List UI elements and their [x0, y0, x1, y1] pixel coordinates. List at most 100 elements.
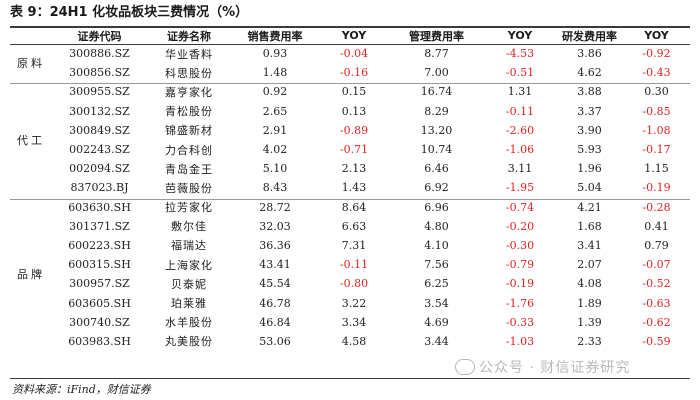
value-cell: -0.19	[642, 181, 671, 195]
table-row: 300957.SZ 贝泰妮 45.54 -0.80 6.25 -0.19 4.08 -0.52	[10, 274, 690, 293]
value-cell: 3.34	[341, 315, 367, 329]
value-cell: 4.69	[424, 315, 449, 329]
column-header: YOY	[644, 29, 669, 42]
table-row: 600223.SH 福瑞达 36.36 7.31 4.10 -0.30 3.41 0.79	[10, 236, 690, 255]
security-code-cell: 301371.SZ	[69, 219, 130, 233]
value-cell: 8.77	[424, 47, 449, 61]
value-cell: 3.41	[577, 238, 602, 252]
value-cell: 1.96	[577, 162, 602, 176]
security-code-cell: 603630.SH	[68, 200, 131, 214]
value-cell: -0.80	[339, 277, 369, 291]
value-cell: -0.92	[642, 47, 671, 61]
value-cell: 13.20	[420, 123, 453, 137]
table-row: 300132.SZ 青松股份 2.65 0.13 8.29 -0.11 3.37 -0.85	[10, 102, 690, 121]
value-cell: 36.36	[259, 238, 291, 252]
table-body: 原料 300886.SZ 华业香料 0.93 -0.04 8.77 -4.53 3.86 -0.…	[10, 44, 690, 351]
value-cell: -1.08	[642, 123, 671, 137]
value-cell: 1.39	[577, 315, 602, 329]
value-cell: 5.93	[577, 143, 602, 157]
value-cell: 3.88	[577, 85, 602, 99]
value-cell: 46.78	[259, 296, 291, 310]
value-cell: 1.31	[507, 85, 533, 99]
value-cell: 4.62	[577, 66, 602, 80]
security-code-cell: 300856.SZ	[69, 66, 130, 80]
table-row: 002094.SZ 青岛金王 5.10 2.13 6.46 3.11 1.96 1.15	[10, 159, 690, 178]
value-cell: 0.41	[644, 219, 669, 233]
value-cell: -1.76	[505, 296, 535, 310]
value-cell: -0.85	[642, 104, 671, 118]
value-cell: 5.10	[262, 162, 288, 176]
value-cell: 2.33	[577, 334, 602, 348]
bottom-rule	[10, 378, 690, 379]
value-cell: 0.30	[644, 85, 669, 99]
value-cell: 2.13	[341, 162, 367, 176]
table-row: 301371.SZ 敷尔佳 32.03 6.63 4.80 -0.20 1.68 0.41	[10, 217, 690, 236]
value-cell: 3.86	[577, 47, 602, 61]
watermark: 公众号 · 财信证券研究	[455, 357, 630, 377]
security-name-cell: 芭薇股份	[165, 181, 213, 195]
value-cell: 45.54	[259, 277, 291, 291]
category-cell: 品牌	[17, 268, 45, 282]
wechat-logo-icon	[455, 359, 475, 375]
value-cell: -0.43	[642, 66, 671, 80]
value-cell: 4.80	[424, 219, 449, 233]
security-name-cell: 力合科创	[165, 143, 213, 157]
value-cell: 0.92	[262, 85, 288, 99]
security-code-cell: 300886.SZ	[69, 47, 130, 61]
value-cell: 6.63	[341, 219, 367, 233]
value-cell: -0.16	[339, 66, 369, 80]
security-name-cell: 贝泰妮	[171, 277, 207, 291]
value-cell: -0.28	[642, 200, 671, 214]
value-cell: 1.43	[341, 181, 367, 195]
value-cell: 4.08	[577, 277, 602, 291]
value-cell: 7.00	[424, 66, 449, 80]
table-row: 837023.BJ 芭薇股份 8.43 1.43 6.92 -1.95 5.04 -0.19	[10, 178, 690, 197]
value-cell: -1.06	[505, 143, 535, 157]
value-cell: 3.90	[577, 123, 602, 137]
column-header: 管理费用率	[409, 29, 464, 43]
value-cell: -0.20	[505, 219, 535, 233]
security-code-cell: 300740.SZ	[69, 315, 130, 329]
value-cell: 0.93	[262, 47, 288, 61]
value-cell: 5.04	[577, 181, 602, 195]
value-cell: 4.10	[424, 238, 449, 252]
value-cell: -0.04	[339, 47, 369, 61]
value-cell: 2.65	[262, 104, 288, 118]
security-code-cell: 600315.SH	[68, 258, 131, 272]
security-code-cell: 603983.SH	[68, 334, 131, 348]
top-rule	[10, 26, 690, 28]
table-row: 300740.SZ 水羊股份 46.84 3.34 4.69 -0.33 1.39 -0.62	[10, 313, 690, 332]
security-name-cell: 敷尔佳	[171, 220, 207, 234]
security-code-cell: 600223.SH	[68, 238, 131, 252]
value-cell: 0.13	[341, 104, 367, 118]
security-name-cell: 锦盛新材	[165, 124, 213, 138]
security-code-cell: 002094.SZ	[69, 162, 130, 176]
security-name-cell: 上海家化	[165, 258, 213, 272]
value-cell: 0.15	[341, 85, 367, 99]
column-header: YOY	[341, 29, 367, 42]
value-cell: 2.07	[577, 258, 602, 272]
watermark-text: 公众号 · 财信证券研究	[479, 360, 631, 376]
column-header: 证券名称	[167, 29, 211, 43]
table-header: 证券代码 证券名称 销售费用率 YOY 管理费用率 YOY 研发费用率 YOY	[10, 27, 690, 44]
value-cell: 4.02	[262, 143, 288, 157]
security-code-cell: 300957.SZ	[69, 277, 130, 291]
security-code-cell: 300955.SZ	[69, 85, 130, 99]
value-cell: 3.37	[577, 104, 602, 118]
security-code-cell: 300849.SZ	[69, 123, 130, 137]
value-cell: 8.43	[262, 181, 288, 195]
column-header: 证券代码	[77, 29, 122, 43]
value-cell: 1.68	[577, 219, 602, 233]
security-code-cell: 002243.SZ	[69, 143, 130, 157]
security-name-cell: 青岛金王	[165, 162, 213, 176]
value-cell: 7.56	[424, 258, 449, 272]
security-name-cell: 嘉亨家化	[165, 85, 213, 99]
value-cell: 53.06	[259, 334, 291, 348]
value-cell: 16.74	[420, 85, 453, 99]
value-cell: -0.07	[642, 258, 671, 272]
value-cell: 10.74	[420, 143, 453, 157]
value-cell: 1.89	[577, 296, 602, 310]
value-cell: -0.33	[505, 315, 535, 329]
value-cell: 6.92	[424, 181, 449, 195]
value-cell: 28.72	[259, 200, 291, 214]
